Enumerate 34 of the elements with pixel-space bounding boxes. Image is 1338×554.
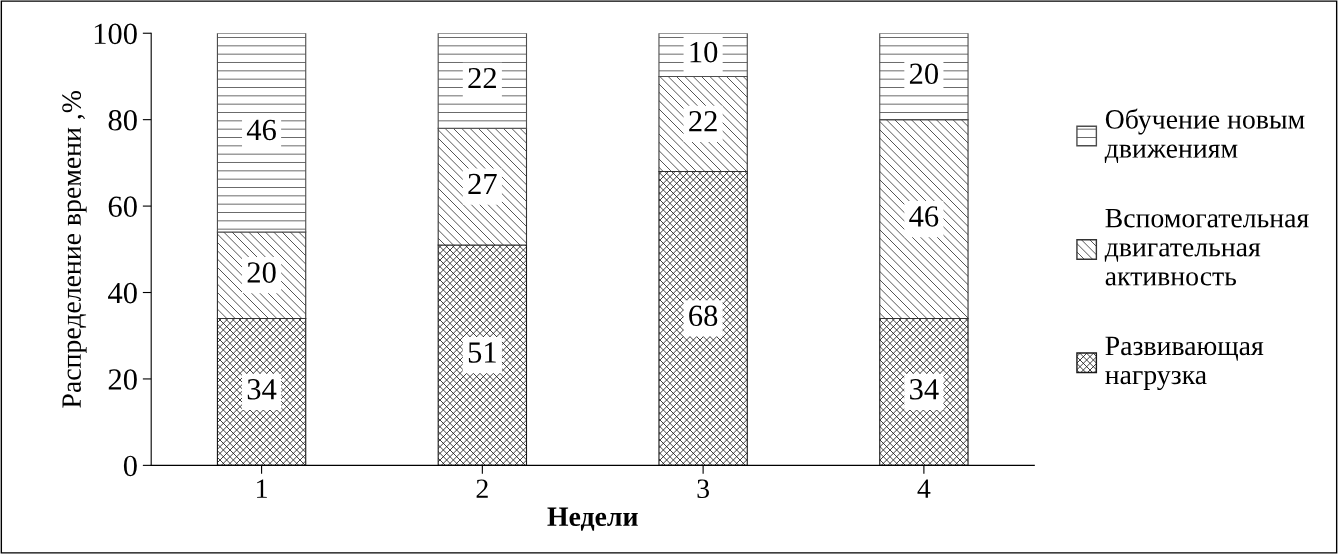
data-label: 46 [246, 119, 276, 141]
data-label: 34 [910, 379, 939, 400]
y-tick-label: 100 [94, 23, 137, 45]
x-tick-label: 2 [476, 479, 488, 498]
data-label: 34 [247, 379, 277, 400]
bar [879, 317, 969, 466]
y-tick-label: 0 [123, 455, 137, 477]
legend-label: Развивающая нагрузка [1105, 336, 1264, 390]
data-label: 68 [689, 305, 718, 327]
data-label: 10 [690, 41, 718, 63]
data-label: 22 [689, 111, 717, 132]
y-axis-title: Распределение времени ,% [62, 91, 87, 408]
data-label: 51 [468, 342, 496, 363]
y-tick-label: 60 [108, 196, 137, 217]
data-label: 20 [247, 262, 276, 283]
x-tick-label: 1 [257, 479, 267, 498]
bar [437, 244, 528, 466]
y-tick-label: 20 [108, 369, 137, 390]
bar [879, 119, 969, 319]
data-label: 27 [468, 173, 497, 194]
bar [216, 33, 307, 233]
data-label: 22 [468, 67, 496, 89]
x-tick-label: 3 [697, 479, 709, 499]
bar [216, 317, 307, 466]
y-tick-label: 80 [108, 109, 137, 131]
x-tick-label: 4 [917, 479, 931, 498]
data-label: 20 [909, 63, 938, 85]
data-label: 46 [909, 206, 939, 227]
x-axis-title: Недели [547, 507, 638, 531]
legend-label: Обучение новым движениям [1104, 108, 1305, 163]
y-tick-label: 40 [108, 282, 137, 304]
bar [658, 170, 748, 466]
bar [437, 127, 528, 246]
legend-label: Вспомогательная двигательная активность [1104, 209, 1309, 286]
